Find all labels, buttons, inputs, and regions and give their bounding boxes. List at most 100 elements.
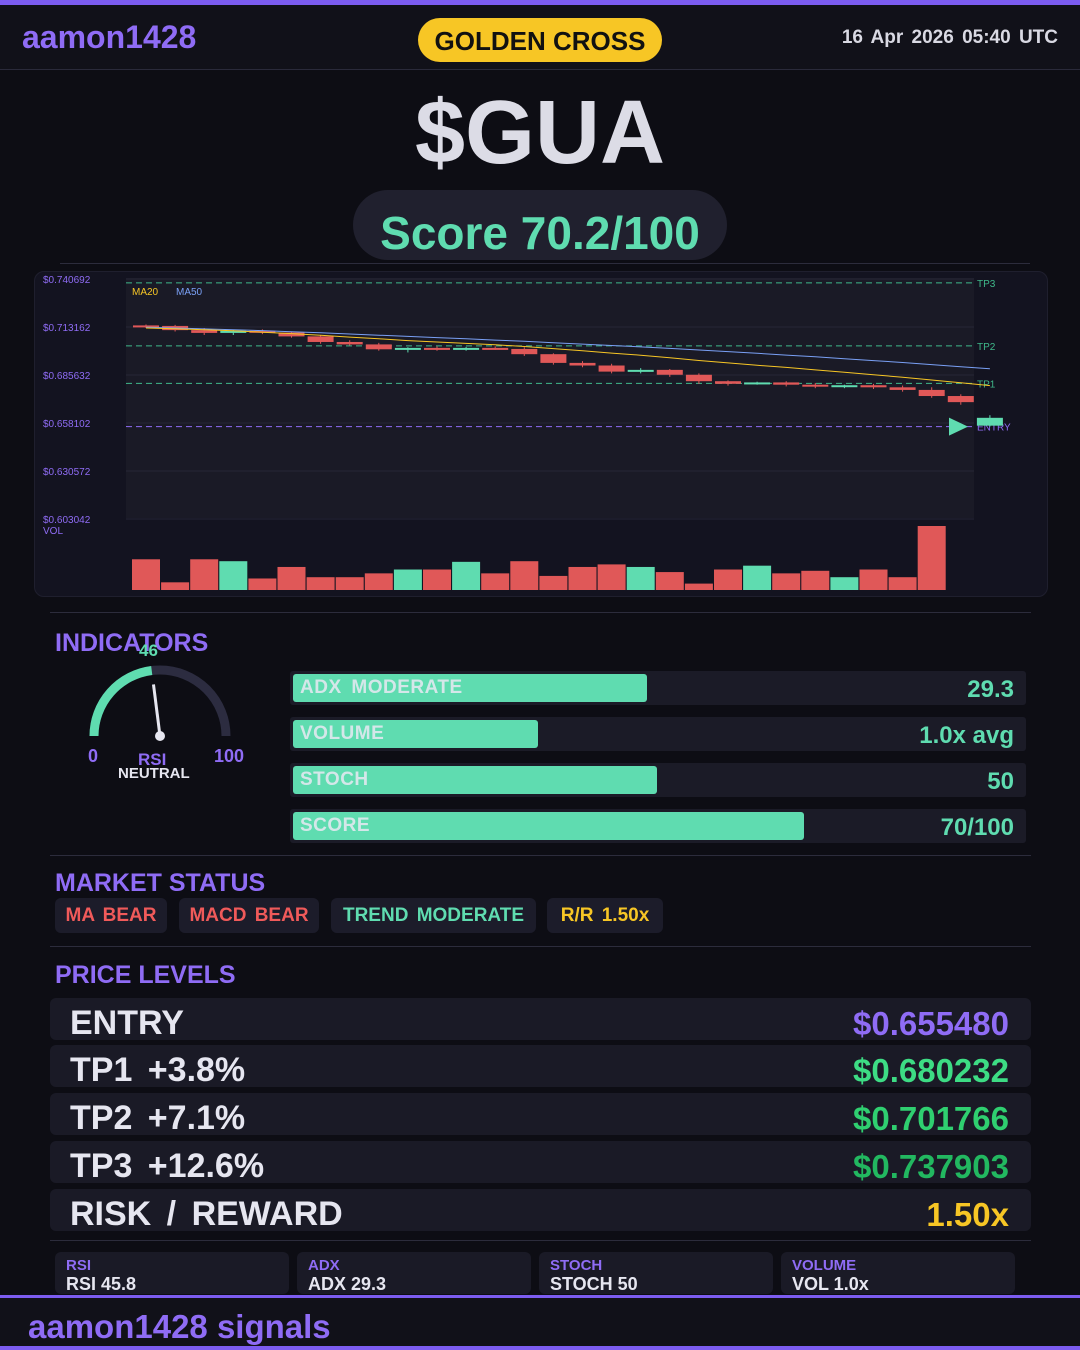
y-tick-label: $0.630572 [43,467,91,478]
indicator-bar-label: VOLUME [300,723,385,744]
price-level-row: TP2 +7.1% $0.701766 [50,1093,1031,1137]
volume-bar [801,570,830,590]
chart-canvas: $0.740692 $0.713162 $0.685632 $0.658102 $0.6… [43,275,1011,590]
candle-body [627,369,654,372]
volume-bar [219,561,248,590]
price-level-label: ENTRY [70,1004,184,1042]
signal-badge: GOLDEN CROSS [418,18,662,62]
divider [60,263,1030,264]
price-levels-title: PRICE LEVELS [55,961,236,989]
candle-body [802,384,829,387]
volume-bar [597,564,626,590]
candle-body [220,330,247,333]
status-chip: MA BEAR [55,898,167,933]
candle-body [133,325,159,328]
volume-bar [917,526,946,590]
rsi-state: NEUTRAL [118,765,190,782]
stat-value: RSI 45.8 [66,1274,137,1294]
rsi-gauge [80,650,250,790]
volume-bar [655,572,684,590]
y-tick-label: $0.713162 [43,323,91,334]
price-level-row: TP1 +3.8% $0.680232 [50,1045,1031,1089]
indicator-bar-volume: VOLUME 1.0x avg [290,717,1026,751]
y-tick-label: $0.685632 [43,371,91,382]
candle-body [656,369,683,375]
volume-bar [364,573,393,590]
gauge-hub [155,731,165,741]
candle-body [598,365,625,372]
ticker-symbol: $GUA [414,83,666,183]
footer-brand: aamon1428 signals [28,1308,331,1345]
level-label: TP2 [977,342,996,353]
candle-body [889,387,916,390]
divider [50,1240,1031,1241]
indicator-bar-value: 29.3 [967,676,1014,703]
volume-bar [830,577,859,590]
stat-value: VOL 1.0x [792,1274,869,1294]
indicator-bar-score: SCORE 70/100 [290,809,1026,843]
stat-key: ADX [308,1257,340,1274]
level-label: TP3 [977,279,996,290]
volume-bar [132,559,160,590]
candle-body [307,336,334,342]
indicator-bar-adx: ADX MODERATE 29.3 [290,671,1026,705]
stat-box-adx: ADX ADX 29.3 [297,1252,531,1294]
price-level-value: $0.701766 [853,1100,1009,1137]
candle-body [365,344,392,350]
indicator-bar-label: ADX MODERATE [300,677,463,698]
candle-body [540,354,567,363]
volume-bar [423,569,451,590]
entry-arrow-icon [949,417,968,436]
y-tick-label: $0.658102 [43,419,91,430]
rsi-gauge-label: RSI [138,750,167,769]
price-chart: $0.740692 $0.713162 $0.685632 $0.658102 $0.6… [34,271,1048,597]
level-label: ENTRY [977,423,1011,434]
stat-value: STOCH 50 [550,1274,638,1294]
volume-bar [306,577,335,590]
volume-bar [510,561,539,590]
stat-box-rsi: RSI RSI 45.8 [55,1252,289,1294]
candle-body [569,362,596,366]
brand-name: aamon1428 [22,19,197,55]
timestamp: 16 Apr 2026 05:40 UTC [841,27,1058,48]
volume-bar [277,566,306,590]
price-level-value: $0.737903 [853,1148,1009,1185]
indicator-bar-value: 50 [987,768,1014,795]
status-chip: R/R 1.50x [547,898,663,933]
footer: aamon1428 signals [0,1295,1080,1350]
indicator-bar-label: STOCH [300,769,369,790]
candle-body [976,417,1003,426]
volume-bar [568,566,597,590]
price-level-value: $0.680232 [853,1052,1009,1089]
volume-bar [859,569,888,590]
volume-bar [888,577,917,590]
volume-bar [452,561,481,590]
divider [50,946,1031,947]
divider [50,612,1031,613]
ma20-line [145,327,990,387]
status-chip: TREND MODERATE [331,898,536,933]
stat-value: ADX 29.3 [308,1274,387,1294]
plot-area [126,278,974,518]
candle-body [744,382,771,385]
indicator-bar-stoch: STOCH 50 [290,763,1026,797]
score-pill: Score 70.2/100 [353,190,727,260]
stat-key: VOLUME [792,1257,857,1274]
candle-body [424,347,450,350]
candle-body [394,347,421,350]
candle-body [482,347,509,350]
volume-bar [684,583,713,590]
volume-bar [161,582,190,590]
price-level-row: ENTRY $0.655480 [50,998,1031,1042]
rsi-gauge-dial [89,665,231,741]
price-level-row: RISK / REWARD 1.50x [50,1189,1031,1233]
candle-body [860,385,887,388]
legend-ma50: MA50 [176,287,203,298]
volume-bar [190,559,219,590]
top-bar: aamon1428 GOLDEN CROSS 16 Apr 2026 05:40… [0,0,1080,70]
volume-label: VOL [43,526,63,537]
price-level-label: TP1 +3.8% [70,1051,246,1089]
rsi-gauge-value: 46 [139,641,158,660]
indicator-bar-value: 70/100 [940,814,1014,841]
ma50-line [145,326,990,370]
